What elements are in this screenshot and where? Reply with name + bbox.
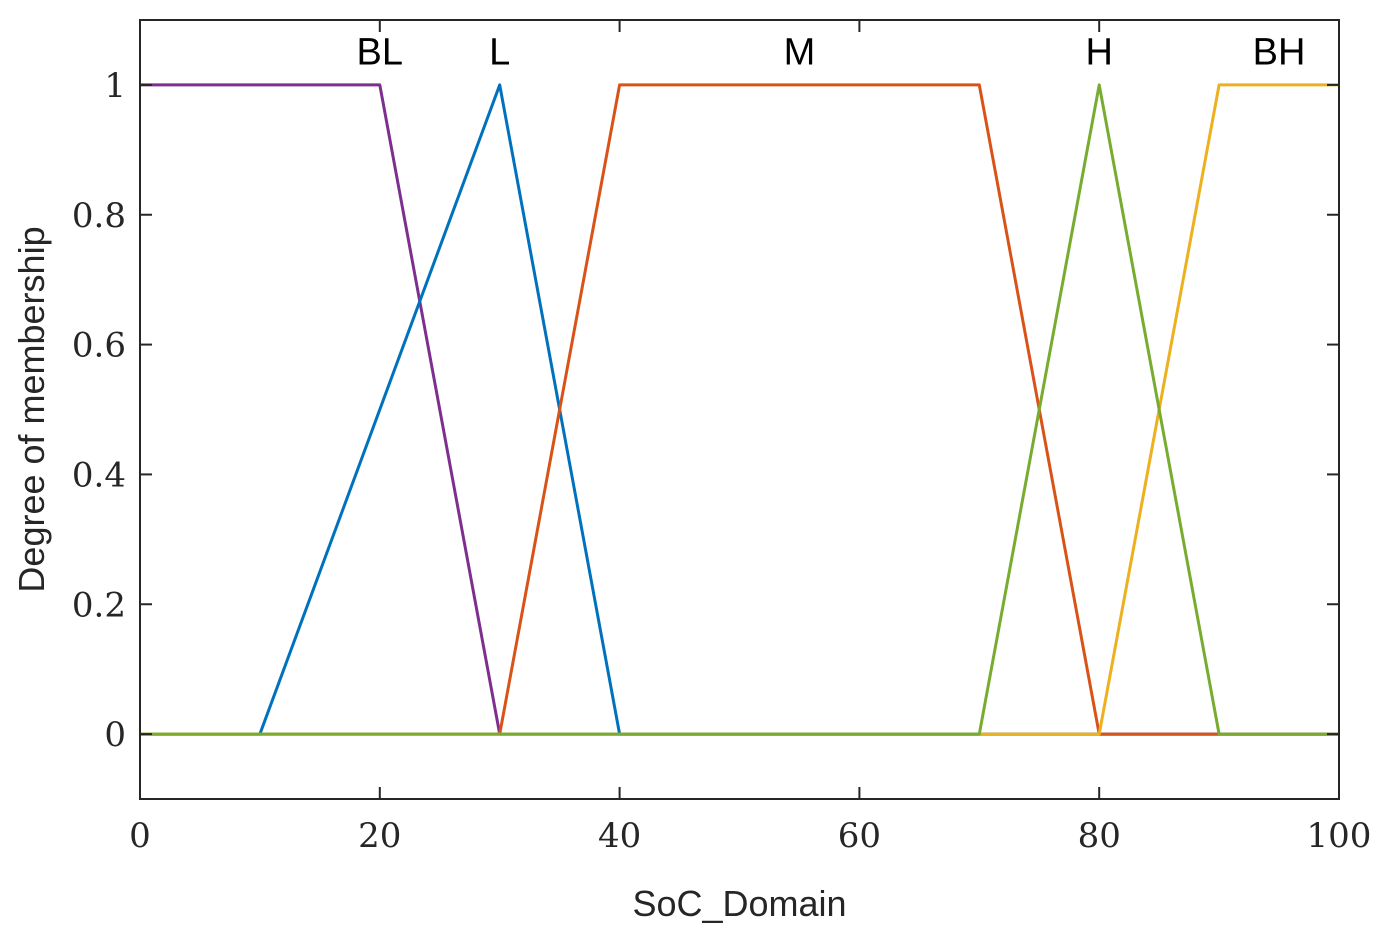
- mf-label-l: L: [489, 31, 510, 73]
- x-axis: 0 20 40 60 80 100: [129, 20, 1371, 856]
- mf-label-bh: BH: [1253, 31, 1306, 73]
- y-tick-label: 0.2: [72, 585, 126, 625]
- mf-label-bl: BL: [357, 31, 403, 73]
- y-tick-label: 0.4: [72, 455, 126, 495]
- y-tick-label: 1: [104, 66, 126, 106]
- x-tick-label: 20: [358, 816, 401, 856]
- series-layer: [140, 83, 1339, 736]
- y-axis-title: Degree of membership: [11, 226, 52, 592]
- x-tick-label: 100: [1307, 816, 1372, 856]
- plot-background: [140, 20, 1339, 799]
- mf-label-h: H: [1085, 31, 1112, 73]
- plot-area: [140, 20, 1339, 799]
- annotation-layer: BL L M H BH: [357, 31, 1306, 73]
- axes-box: [139, 19, 1340, 800]
- mf-label-m: M: [784, 31, 816, 73]
- x-axis-title: SoC_Domain: [632, 883, 846, 924]
- axes-frame: [139, 19, 1340, 800]
- x-tick-label: 80: [1078, 816, 1121, 856]
- series-line-h: [140, 83, 1339, 736]
- x-tick-label: 60: [838, 816, 881, 856]
- y-tick-label: 0.8: [72, 196, 126, 236]
- y-tick-label: 0.6: [72, 326, 126, 366]
- y-tick-label: 0: [104, 715, 126, 755]
- x-tick-label: 0: [129, 816, 151, 856]
- y-axis: 0 0.2 0.4 0.6 0.8 1: [72, 66, 1339, 755]
- x-tick-label: 40: [598, 816, 641, 856]
